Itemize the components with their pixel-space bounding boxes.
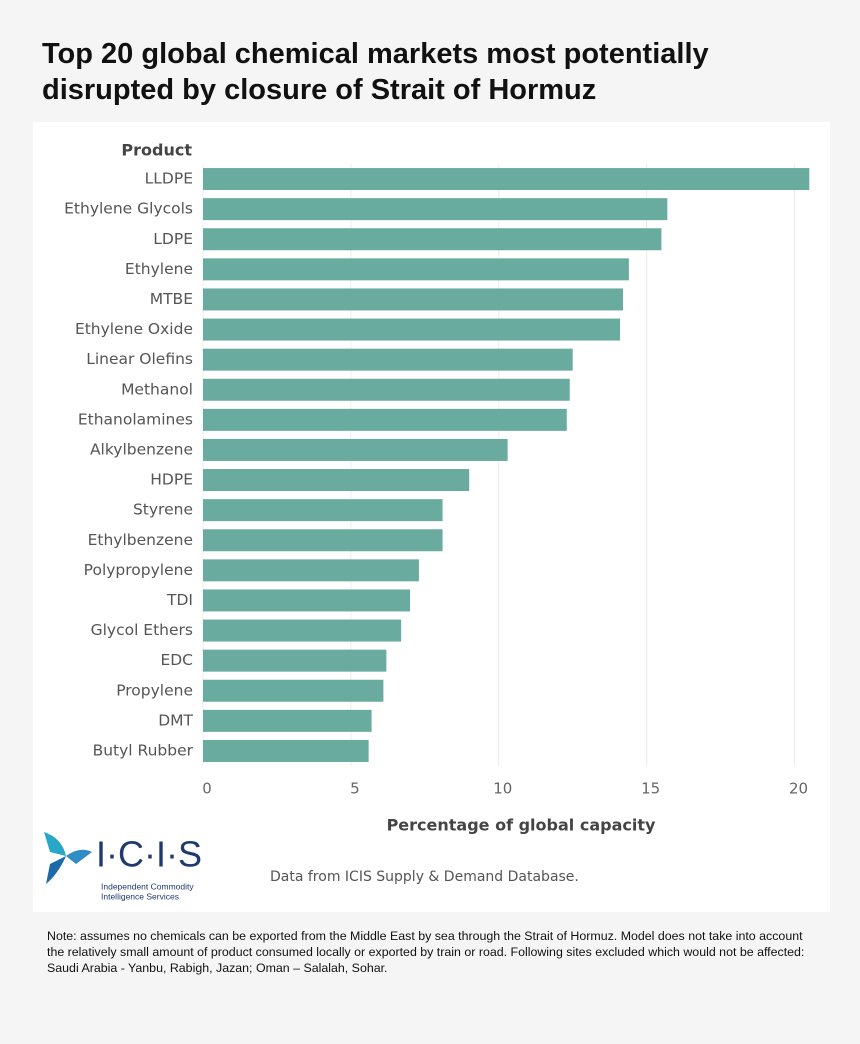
bar xyxy=(203,559,419,582)
y-tick-label: Ethanolamines xyxy=(78,410,193,428)
y-tick-label: HDPE xyxy=(150,471,193,489)
source: Data from ICIS Supply & Demand Database. xyxy=(270,869,579,885)
y-tick-label: Methanol xyxy=(121,380,193,398)
bar xyxy=(203,529,443,552)
y-tick-label: Ethylene Glycols xyxy=(64,200,193,218)
y-axis-title: Product xyxy=(121,141,192,160)
y-tick-label: Ethylbenzene xyxy=(88,531,193,549)
logo-icon xyxy=(46,856,66,884)
y-tick-label: DMT xyxy=(158,711,193,729)
bar xyxy=(203,739,369,762)
logo-name: I·C·I·S xyxy=(96,834,202,875)
y-tick-label: Alkylbenzene xyxy=(90,440,193,458)
y-tick-label: LDPE xyxy=(153,230,193,248)
bar xyxy=(203,438,508,461)
bar xyxy=(203,469,470,492)
y-tick-label: EDC xyxy=(160,651,193,669)
bar xyxy=(203,649,387,672)
bar xyxy=(203,709,372,732)
y-tick-label: Propylene xyxy=(116,681,193,699)
bar xyxy=(203,619,402,642)
logo-tagline: Intelligence Services xyxy=(101,891,179,901)
y-tick-label: Butyl Rubber xyxy=(93,741,194,759)
chart-title: Top 20 global chemical markets most pote… xyxy=(42,38,709,106)
bar xyxy=(203,378,570,401)
x-tick-label: 5 xyxy=(350,780,360,798)
note: Note: assumes no chemicals can be export… xyxy=(47,929,805,975)
bar xyxy=(203,288,623,311)
x-tick-label: 10 xyxy=(493,780,512,798)
x-axis-title: Percentage of global capacity xyxy=(387,816,656,835)
logo-icon xyxy=(44,832,66,856)
bar xyxy=(203,679,384,702)
bar xyxy=(203,348,573,371)
x-tick-label: 0 xyxy=(202,780,212,798)
x-tick-label: 20 xyxy=(789,780,808,798)
y-tick-label: Linear Olefins xyxy=(86,350,193,368)
y-tick-label: Ethylene xyxy=(125,260,193,278)
bar xyxy=(203,589,411,612)
y-tick-label: MTBE xyxy=(150,290,193,308)
y-tick-label: Glycol Ethers xyxy=(91,621,193,639)
bar xyxy=(203,258,629,281)
bar xyxy=(203,168,810,191)
bar xyxy=(203,499,443,522)
logo: I·C·I·S Independent Commodity Intelligen… xyxy=(44,832,202,901)
y-tick-label: Ethylene Oxide xyxy=(75,320,193,338)
bar xyxy=(203,228,662,251)
bar xyxy=(203,408,567,431)
bar xyxy=(203,318,621,341)
x-tick-label: 15 xyxy=(641,780,660,798)
y-tick-label: Polypropylene xyxy=(84,561,193,579)
bar xyxy=(203,198,668,221)
y-tick-label: LLDPE xyxy=(145,170,193,188)
logo-icon xyxy=(66,849,92,864)
y-tick-label: Styrene xyxy=(133,501,193,519)
logo-tagline: Independent Commodity xyxy=(101,881,194,891)
y-tick-label: TDI xyxy=(166,591,193,609)
